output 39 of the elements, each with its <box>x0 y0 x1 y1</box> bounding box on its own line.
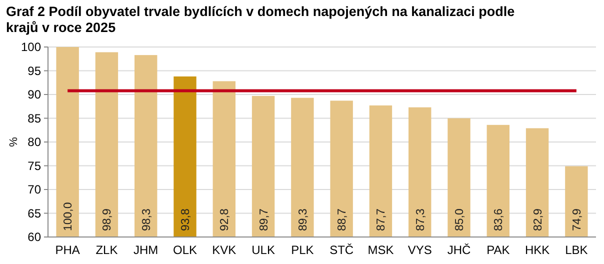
y-tick-label: 90 <box>28 88 42 102</box>
y-tick-label: 70 <box>28 182 42 196</box>
x-tick-label: ZLK <box>96 243 118 257</box>
x-tick-label: ULK <box>252 243 275 257</box>
data-label: 74,9 <box>571 208 584 231</box>
y-tick-label: 100 <box>20 40 42 54</box>
x-tick-label: HKK <box>524 243 550 257</box>
x-tick-label: JHČ <box>447 243 471 257</box>
data-label: 87,7 <box>376 208 388 231</box>
data-label: 82,9 <box>532 208 544 231</box>
x-tick-label: PLK <box>291 243 314 257</box>
data-label: 88,7 <box>336 208 349 231</box>
y-tick-label: 75 <box>28 158 42 173</box>
x-tick-label: VYS <box>408 243 432 257</box>
y-tick-label: 80 <box>28 135 42 149</box>
data-label: 89,3 <box>297 208 310 231</box>
x-tick-label: MSK <box>368 243 394 257</box>
y-axis-title: % <box>8 136 20 147</box>
data-label: 93,8 <box>180 208 192 231</box>
x-tick-label: LBK <box>565 243 588 257</box>
y-tick-label: 65 <box>28 206 42 220</box>
y-tick-label: 85 <box>28 111 42 126</box>
y-tick-label: 95 <box>28 64 42 78</box>
data-label: 98,9 <box>102 208 114 231</box>
data-label: 85,0 <box>454 208 466 231</box>
data-label: 89,7 <box>258 208 270 231</box>
x-tick-label: KVK <box>212 243 236 257</box>
x-tick-label: JHM <box>134 243 158 257</box>
data-label: 87,3 <box>414 208 427 231</box>
data-label: 100,0 <box>62 202 75 231</box>
x-tick-label: STČ <box>330 243 354 257</box>
data-label: 83,6 <box>493 208 506 231</box>
x-tick-label: PHA <box>55 243 80 257</box>
chart-title: Graf 2 Podíl obyvatel trvale bydlících v domech napojených na kanalizaci podle krajů v roce 2025 <box>6 4 516 35</box>
x-tick-label: PAK <box>486 243 510 257</box>
y-tick-label: 60 <box>28 230 42 244</box>
data-label: 92,8 <box>219 208 232 231</box>
data-label: 98,3 <box>140 208 153 231</box>
x-tick-label: OLK <box>172 243 198 257</box>
